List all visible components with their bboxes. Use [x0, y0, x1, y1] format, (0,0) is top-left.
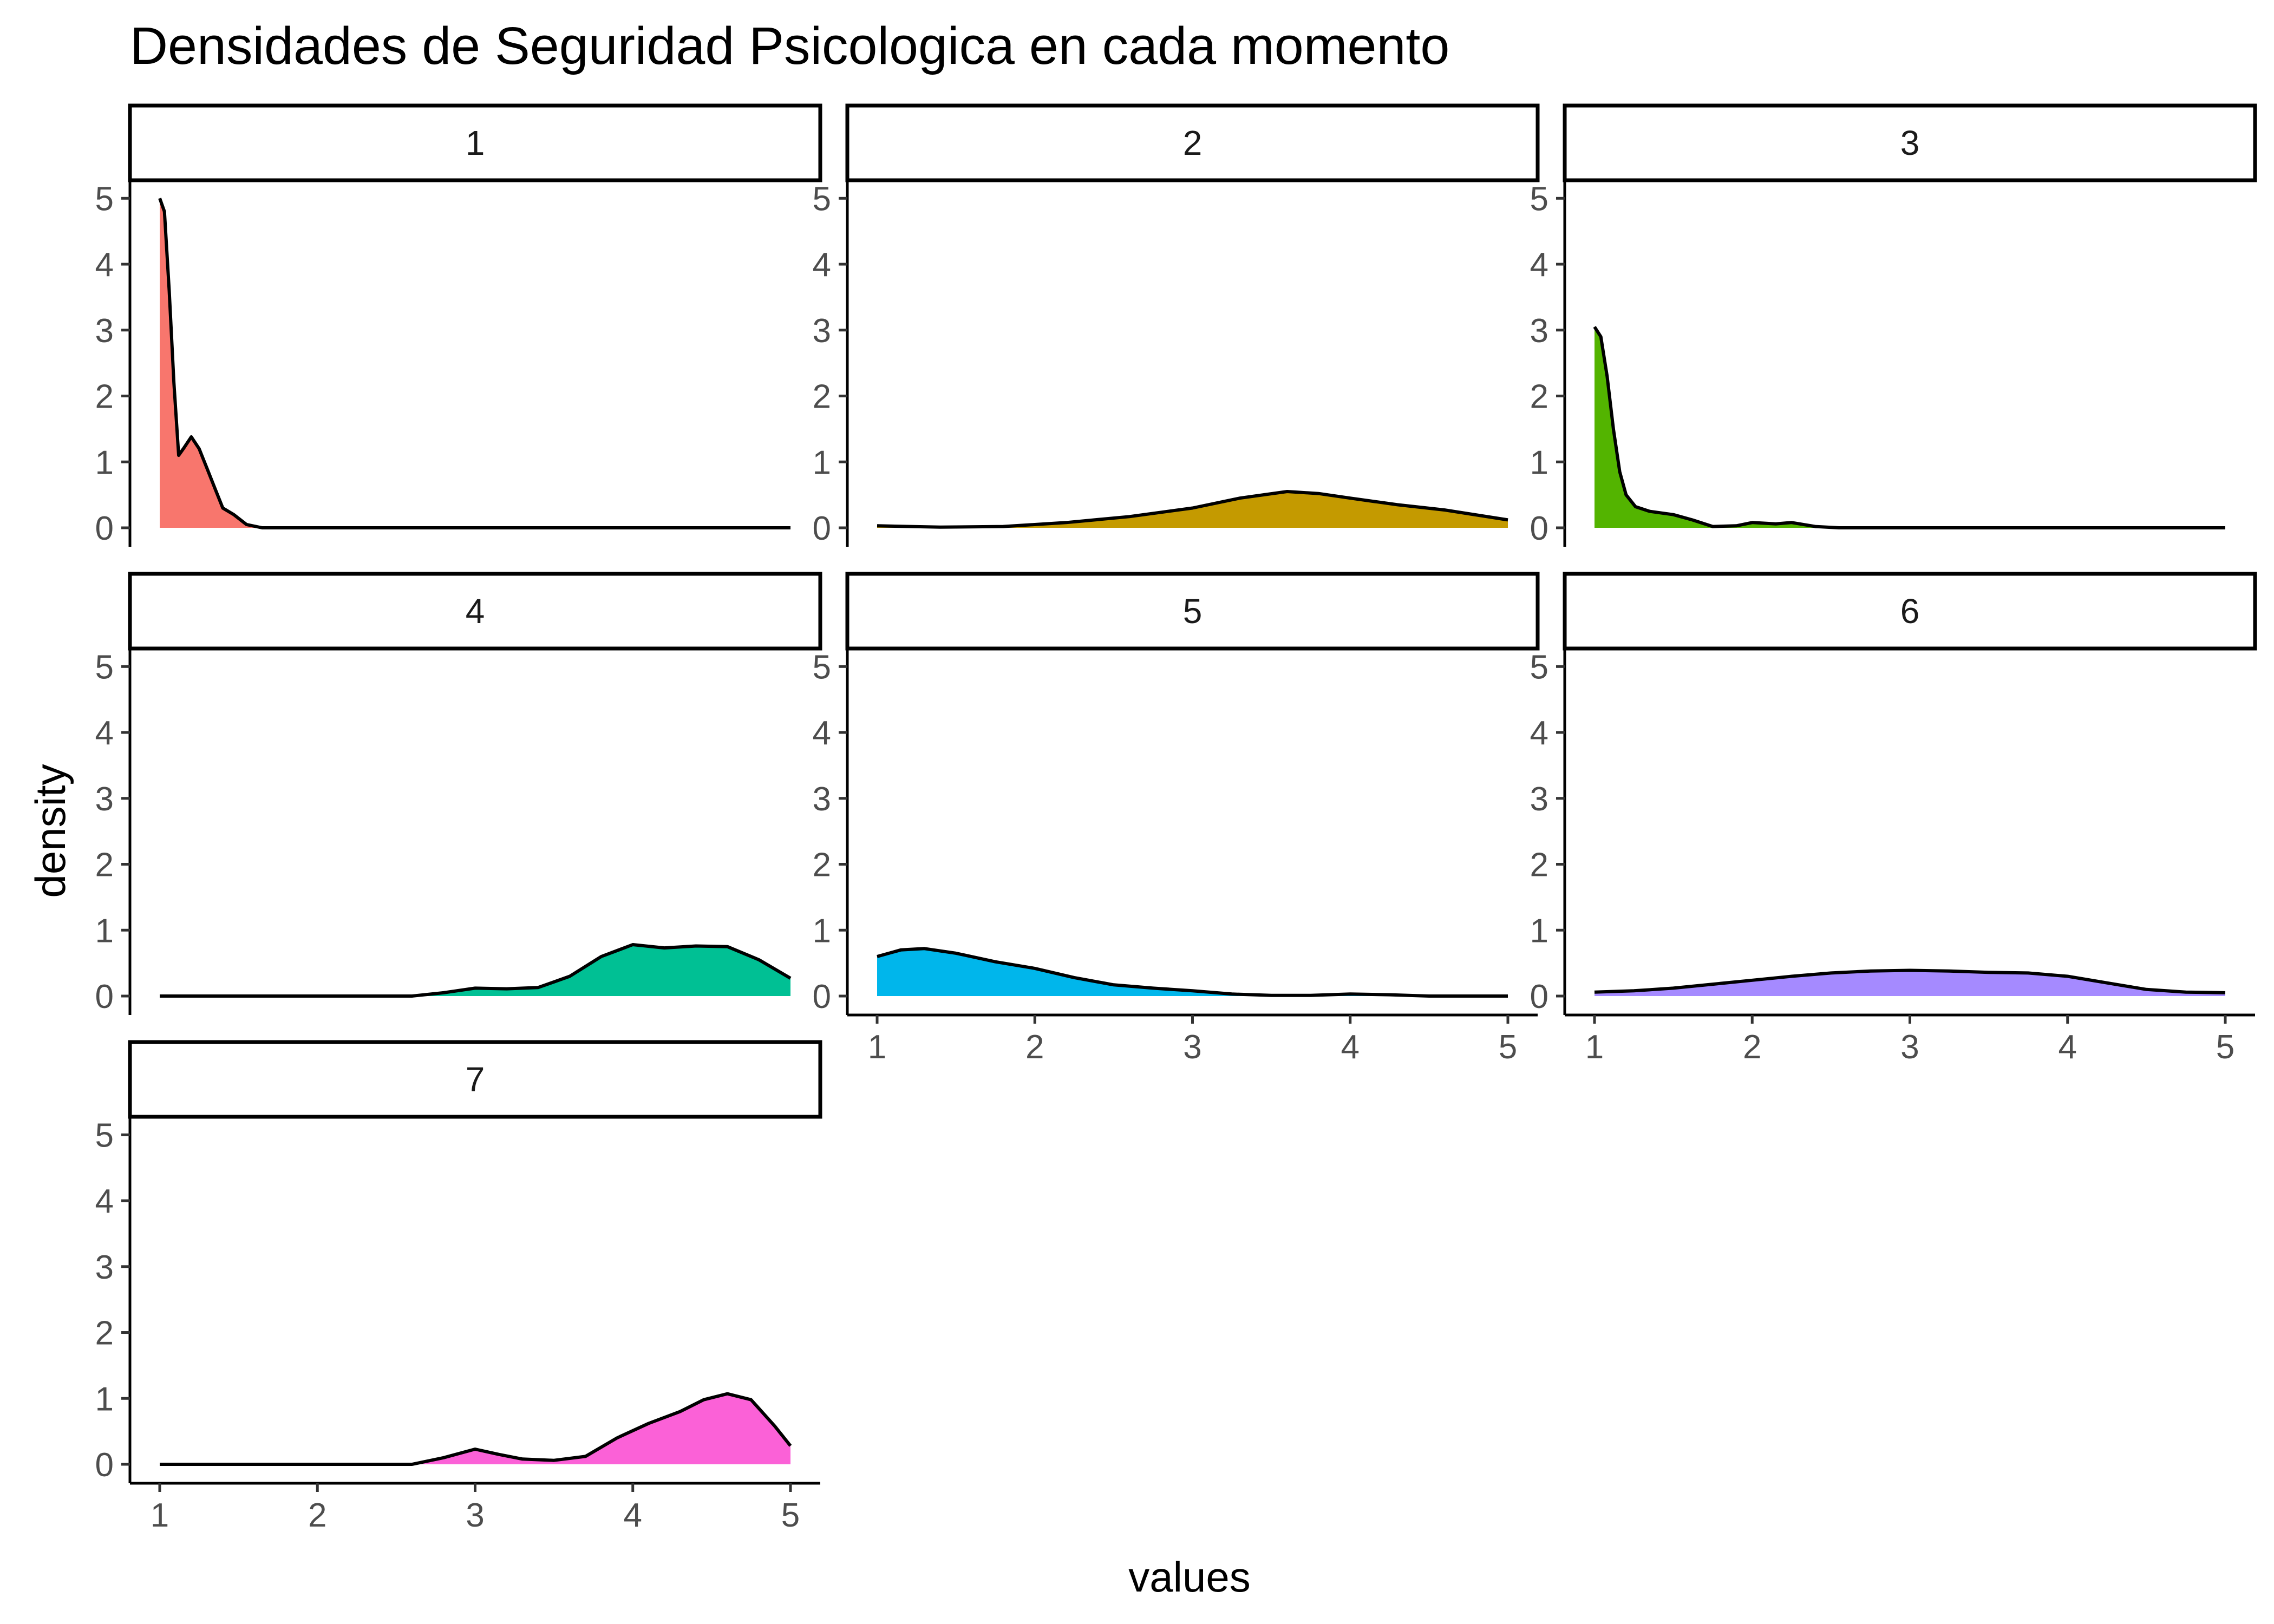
y-tick-label: 4 — [95, 1183, 114, 1220]
y-tick-label: 1 — [1530, 912, 1548, 949]
y-tick-label: 4 — [813, 246, 831, 284]
y-tick-label: 2 — [1530, 378, 1548, 416]
y-tick-label: 2 — [813, 378, 831, 416]
facet-strip-label-6: 6 — [1900, 592, 1920, 631]
x-tick-label: 2 — [308, 1497, 326, 1534]
x-tick-label: 4 — [624, 1497, 642, 1534]
facet-strip-label-3: 3 — [1900, 123, 1920, 162]
y-tick-label: 3 — [813, 781, 831, 818]
facet-strip-3 — [1563, 103, 2257, 182]
facet-panel-4: 4 0 1 2 3 4 5 — [95, 572, 822, 1016]
y-tick-label: 5 — [95, 180, 114, 218]
x-tick-label: 1 — [1585, 1029, 1604, 1066]
facet-strip-5 — [845, 572, 1540, 651]
chart-title: Densidades de Seguridad Psicologica en c… — [130, 16, 1449, 75]
y-tick-label: 1 — [1530, 444, 1548, 481]
density-line-6 — [1594, 968, 2226, 994]
facet-panel-2: 2 0 1 2 3 4 5 — [813, 103, 1540, 547]
y-tick-label: 0 — [813, 510, 831, 547]
x-tick-label: 1 — [151, 1497, 169, 1534]
x-tick-label: 3 — [1900, 1029, 1919, 1066]
x-tick-label: 5 — [781, 1497, 800, 1534]
y-tick-label: 3 — [813, 312, 831, 350]
facet-strip-label-7: 7 — [466, 1060, 485, 1099]
facet-strip-label-5: 5 — [1183, 592, 1203, 631]
y-tick-label: 4 — [813, 715, 831, 752]
y-tick-label: 5 — [1530, 180, 1548, 218]
facet-strip-6 — [1563, 572, 2257, 651]
facet-strip-label-2: 2 — [1183, 123, 1203, 162]
facet-panel-3: 3 0 1 2 3 4 5 — [1530, 103, 2257, 547]
y-tick-label: 1 — [95, 912, 114, 949]
facet-strip-label-4: 4 — [466, 592, 485, 631]
density-line-7 — [160, 1392, 792, 1466]
density-line-5 — [877, 947, 1508, 998]
density-area-7 — [160, 1393, 790, 1464]
y-tick-label: 4 — [1530, 246, 1548, 284]
facet-strip-label-1: 1 — [466, 123, 485, 162]
y-tick-label: 3 — [95, 781, 114, 818]
y-tick-label: 1 — [813, 444, 831, 481]
facet-strip-1 — [128, 103, 822, 182]
y-tick-label: 2 — [95, 847, 114, 884]
y-tick-label: 3 — [1530, 312, 1548, 350]
x-tick-label: 2 — [1743, 1029, 1761, 1066]
x-tick-label: 3 — [1183, 1029, 1201, 1066]
x-tick-label: 3 — [466, 1497, 484, 1534]
y-tick-label: 3 — [95, 1249, 114, 1286]
y-tick-label: 0 — [813, 978, 831, 1016]
y-tick-label: 5 — [95, 649, 114, 686]
x-tick-label: 4 — [2059, 1029, 2077, 1066]
x-tick-label: 5 — [2216, 1029, 2234, 1066]
y-tick-label: 0 — [1530, 978, 1548, 1016]
facet-strip-7 — [128, 1040, 822, 1119]
x-tick-label: 1 — [868, 1029, 886, 1066]
y-tick-label: 4 — [1530, 715, 1548, 752]
y-tick-label: 2 — [1530, 847, 1548, 884]
y-tick-label: 1 — [95, 1380, 114, 1418]
density-line-2 — [877, 490, 1508, 529]
y-tick-label: 4 — [95, 246, 114, 284]
density-area-5 — [877, 948, 1508, 996]
density-line-1 — [158, 198, 790, 529]
y-tick-label: 5 — [813, 649, 831, 686]
density-line-4 — [160, 943, 792, 998]
density-area-4 — [160, 945, 790, 996]
y-tick-label: 0 — [1530, 510, 1548, 547]
y-tick-label: 2 — [95, 1315, 114, 1352]
y-tick-label: 1 — [813, 912, 831, 949]
x-tick-label: 4 — [1341, 1029, 1360, 1066]
y-tick-label: 0 — [95, 1446, 114, 1484]
facet-strip-4 — [128, 572, 822, 651]
facet-panel-1: 1 0 1 2 3 4 5 — [95, 103, 822, 547]
y-tick-label: 5 — [1530, 649, 1548, 686]
facet-strip-2 — [845, 103, 1540, 182]
y-tick-label: 5 — [95, 1117, 114, 1154]
y-tick-label: 4 — [95, 715, 114, 752]
y-tick-label: 0 — [95, 978, 114, 1016]
y-tick-label: 5 — [813, 180, 831, 218]
y-tick-label: 2 — [95, 378, 114, 416]
y-tick-label: 1 — [95, 444, 114, 481]
density-area-3 — [1595, 326, 2225, 528]
y-tick-label: 0 — [95, 510, 114, 547]
density-line-3 — [1593, 326, 2225, 529]
density-area-6 — [1595, 970, 2225, 996]
density-area-1 — [160, 198, 790, 528]
y-tick-label: 3 — [95, 312, 114, 350]
y-axis-title: density — [27, 764, 74, 898]
y-tick-label: 3 — [1530, 781, 1548, 818]
x-tick-label: 5 — [1499, 1029, 1517, 1066]
x-axis-title: values — [1128, 1553, 1250, 1601]
x-tick-label: 2 — [1025, 1029, 1044, 1066]
y-tick-label: 2 — [813, 847, 831, 884]
